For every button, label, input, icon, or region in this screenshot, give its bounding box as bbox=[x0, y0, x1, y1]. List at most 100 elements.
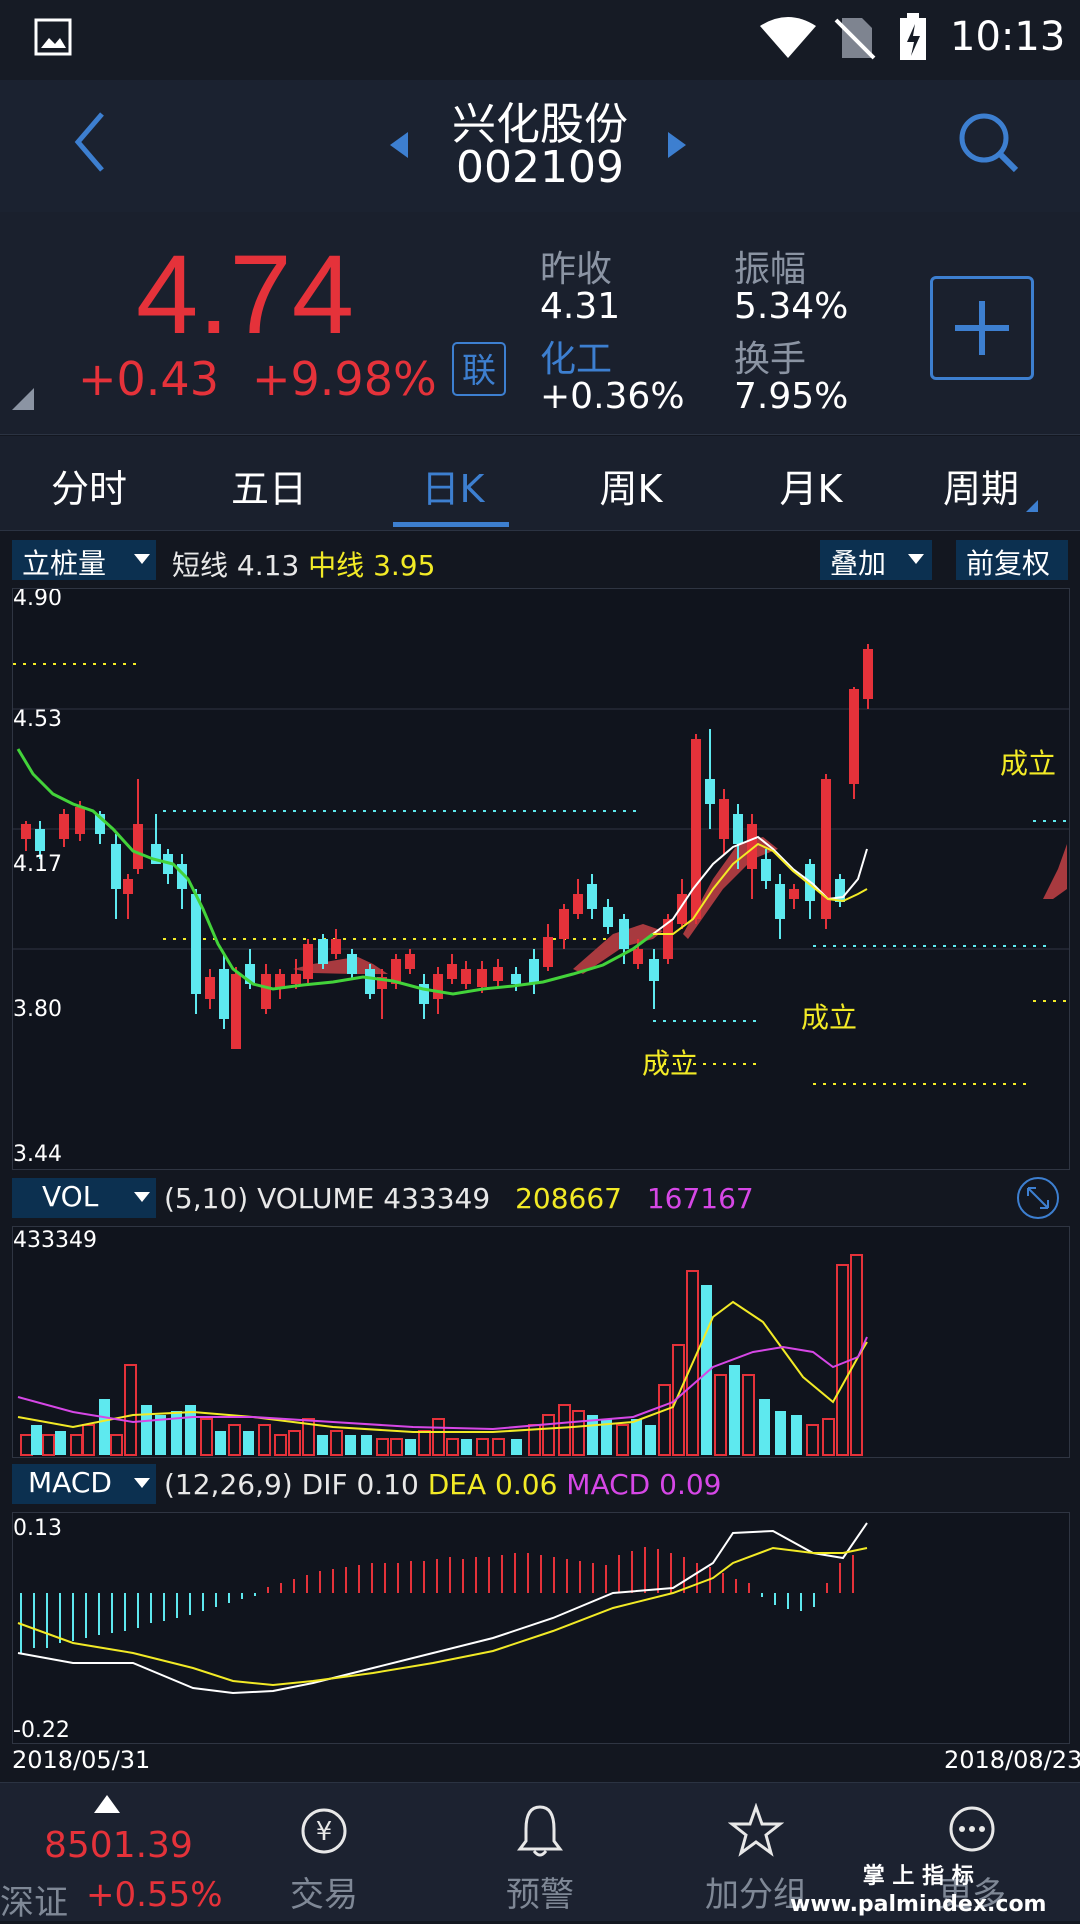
nav-group-label: 加分组 bbox=[705, 1875, 807, 1915]
volume-bar bbox=[806, 1424, 819, 1456]
trend-line bbox=[16, 748, 654, 996]
macd-indicator-select[interactable]: MACD bbox=[12, 1464, 156, 1504]
volume-bar bbox=[558, 1404, 571, 1456]
candle-body bbox=[59, 814, 69, 839]
nav-more[interactable]: 更多 bbox=[882, 1783, 1062, 1921]
y-tick-label: 4.53 bbox=[13, 707, 62, 732]
dif-value: 0.10 bbox=[356, 1468, 419, 1501]
search-icon[interactable] bbox=[956, 110, 1022, 176]
tab-daily-k[interactable]: 日K bbox=[421, 467, 485, 511]
volume-indicator-select[interactable]: VOL bbox=[12, 1178, 156, 1218]
volume-bar bbox=[759, 1399, 770, 1455]
next-stock-icon[interactable] bbox=[664, 130, 688, 160]
volume-bar bbox=[330, 1430, 343, 1456]
kline-chart-panel[interactable]: 4.90 4.53 4.17 3.80 3.44 成立 成立 成立 bbox=[12, 586, 1070, 1170]
volume-bar bbox=[461, 1439, 472, 1455]
expand-icon[interactable] bbox=[1016, 1176, 1060, 1220]
macd-chart-panel[interactable]: 0.13 -0.22 bbox=[12, 1512, 1070, 1744]
volume-bar bbox=[155, 1415, 166, 1455]
back-icon[interactable] bbox=[70, 110, 110, 174]
chevron-down-icon bbox=[134, 1192, 150, 1202]
chevron-down-icon bbox=[134, 554, 150, 564]
candle-body bbox=[231, 974, 241, 1049]
signal-label: 成立 bbox=[1000, 747, 1056, 780]
chevron-down-icon bbox=[134, 1478, 150, 1488]
candle-body bbox=[587, 884, 597, 909]
last-price: 4.74 bbox=[136, 232, 354, 357]
turnover-value: 7.95% bbox=[734, 376, 849, 417]
tab-period[interactable]: 周期 bbox=[942, 467, 1019, 511]
candle-body bbox=[493, 967, 503, 981]
candle-body bbox=[95, 814, 105, 834]
volume-ma5: 208667 bbox=[515, 1182, 622, 1215]
tab-intraday[interactable]: 分时 bbox=[50, 467, 127, 511]
volume-values: (5,10) VOLUME 433349 208667 167167 bbox=[164, 1182, 754, 1215]
tab-weekly-k[interactable]: 周K bbox=[599, 467, 663, 511]
volume-bar bbox=[70, 1434, 83, 1456]
add-to-watchlist-button[interactable] bbox=[930, 276, 1034, 380]
tab-monthly-k[interactable]: 月K bbox=[779, 467, 843, 511]
price-change: +0.43 bbox=[78, 352, 219, 406]
bottom-nav: 8501.39 深证 +0.55% ¥ 交易 预警 加分组 更多 掌 上 指 标… bbox=[0, 1782, 1080, 1923]
volume-ma5-line bbox=[17, 1300, 868, 1433]
prev-stock-icon[interactable] bbox=[388, 130, 412, 160]
candle-body bbox=[111, 844, 121, 889]
bell-icon bbox=[517, 1805, 563, 1857]
kline-chart: 4.90 4.53 4.17 3.80 3.44 成立 成立 成立 bbox=[13, 586, 1069, 1167]
signal-label: 成立 bbox=[801, 1001, 857, 1034]
candle-body bbox=[573, 894, 583, 914]
volume-bar bbox=[701, 1285, 712, 1455]
volume-bar bbox=[200, 1418, 213, 1456]
candle-body bbox=[21, 824, 31, 839]
nav-trade-label: 交易 bbox=[290, 1875, 358, 1915]
volume-bar bbox=[432, 1418, 445, 1456]
up-arrow-icon bbox=[94, 1795, 120, 1813]
candle-body bbox=[511, 974, 521, 984]
candle-body bbox=[419, 984, 429, 1004]
volume-bar bbox=[345, 1435, 356, 1455]
linked-button[interactable]: 联 bbox=[452, 342, 506, 396]
dea-line bbox=[17, 1546, 868, 1687]
price-adjust-button[interactable]: 前复权 bbox=[956, 540, 1068, 580]
candle-body bbox=[391, 959, 401, 984]
tab-five-day[interactable]: 五日 bbox=[230, 467, 307, 511]
volume-bar bbox=[31, 1425, 42, 1455]
candle-body bbox=[219, 969, 229, 1019]
volume-ma10: 167167 bbox=[646, 1182, 754, 1215]
volume-params: (5,10) bbox=[164, 1182, 249, 1215]
volume-bar bbox=[55, 1431, 66, 1455]
volume-bar bbox=[572, 1410, 585, 1456]
volume-bar bbox=[361, 1435, 372, 1455]
nav-group[interactable]: 加分组 bbox=[666, 1783, 846, 1921]
nav-alert[interactable]: 预警 bbox=[450, 1783, 630, 1921]
macd-indicator-label: MACD bbox=[28, 1466, 112, 1499]
candle-body bbox=[447, 964, 457, 979]
main-indicator-select[interactable]: 立桩量 bbox=[12, 540, 156, 580]
volume-bar bbox=[243, 1431, 254, 1455]
end-date: 2018/08/23 bbox=[944, 1746, 1080, 1774]
dea-label: DEA bbox=[427, 1468, 487, 1501]
candle-body bbox=[719, 799, 729, 839]
volume-bar bbox=[775, 1411, 786, 1455]
volume-bar bbox=[405, 1439, 416, 1455]
main-indicator-label: 立桩量 bbox=[22, 547, 107, 580]
volume-bar bbox=[476, 1438, 489, 1456]
mid-line-label: 中线 bbox=[308, 549, 365, 582]
mid-line bbox=[653, 842, 868, 935]
macd-label: MACD bbox=[566, 1468, 651, 1501]
index-ticker[interactable]: 8501.39 深证 +0.55% bbox=[0, 1783, 223, 1923]
macd-params: (12,26,9) bbox=[164, 1468, 293, 1501]
gallery-icon bbox=[34, 18, 72, 56]
volume-chart-panel[interactable]: 433349 bbox=[12, 1226, 1070, 1458]
plus-icon bbox=[955, 301, 1009, 355]
volume-bar bbox=[42, 1434, 55, 1456]
candle-body bbox=[377, 977, 387, 989]
candle-body bbox=[633, 949, 643, 964]
overlay-select[interactable]: 叠加 bbox=[820, 540, 932, 580]
chevron-down-icon bbox=[908, 554, 924, 564]
sector-link[interactable]: 化工 bbox=[540, 339, 613, 380]
volume-bar bbox=[302, 1418, 315, 1456]
candle-body bbox=[747, 824, 757, 869]
nav-trade[interactable]: ¥ 交易 bbox=[234, 1783, 414, 1921]
stock-header: 兴化股份 002109 bbox=[0, 80, 1080, 213]
